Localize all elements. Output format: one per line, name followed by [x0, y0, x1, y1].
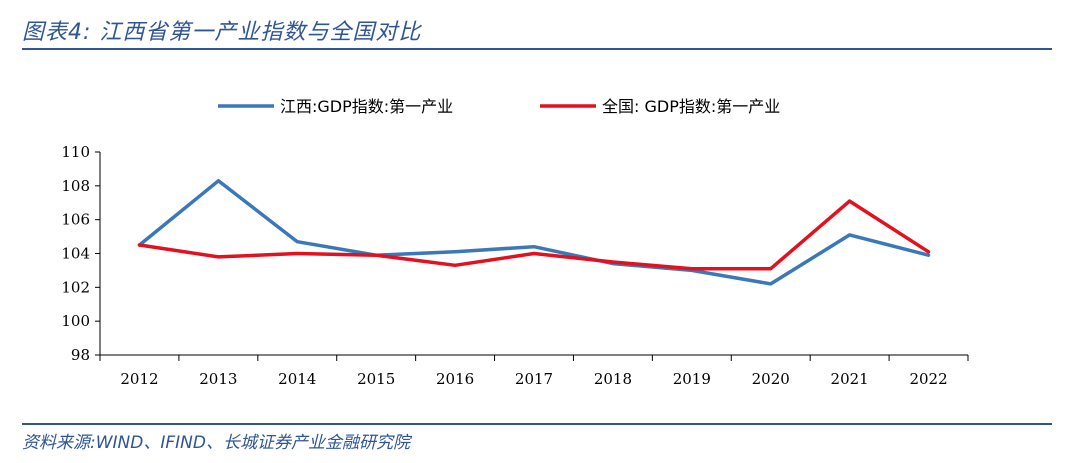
series-line-1	[137, 179, 931, 286]
x-tick-label: 2019	[673, 370, 711, 388]
chart-title: 图表4: 江西省第一产业指数与全国对比	[22, 20, 422, 45]
x-tick-label: 2015	[357, 370, 395, 388]
legend-label-2: 全国: GDP指数:第一产业	[602, 97, 780, 116]
y-tick-label: 102	[61, 278, 90, 296]
x-tick-label: 2016	[436, 370, 474, 388]
y-tick-label: 104	[61, 245, 90, 263]
x-tick-label: 2014	[278, 370, 316, 388]
x-tick-label: 2018	[594, 370, 632, 388]
y-tick-label: 108	[61, 177, 90, 195]
x-tick-label: 2020	[752, 370, 790, 388]
title-divider	[22, 48, 1052, 50]
legend: 江西:GDP指数:第一产业 全国: GDP指数:第一产业	[218, 97, 780, 116]
footer-divider	[22, 423, 1052, 425]
x-tick-label: 2022	[909, 370, 947, 388]
x-tick-label: 2021	[831, 370, 869, 388]
axes: 98 100 102 104 106 108 110 2012 2013 2014 2015 2016…	[61, 143, 969, 388]
x-tick-label: 2013	[199, 370, 237, 388]
x-tick-label: 2012	[120, 370, 158, 388]
y-tick-label: 110	[61, 143, 90, 161]
legend-label-1: 江西:GDP指数:第一产业	[280, 97, 453, 116]
y-tick-label: 100	[61, 312, 90, 330]
x-tick-label: 2017	[515, 370, 553, 388]
series-group	[137, 179, 931, 286]
y-tick-label: 106	[61, 211, 90, 229]
y-tick-label: 98	[71, 346, 90, 364]
source-note: 资料来源:WIND、IFIND、长城证券产业金融研究院	[22, 433, 410, 453]
